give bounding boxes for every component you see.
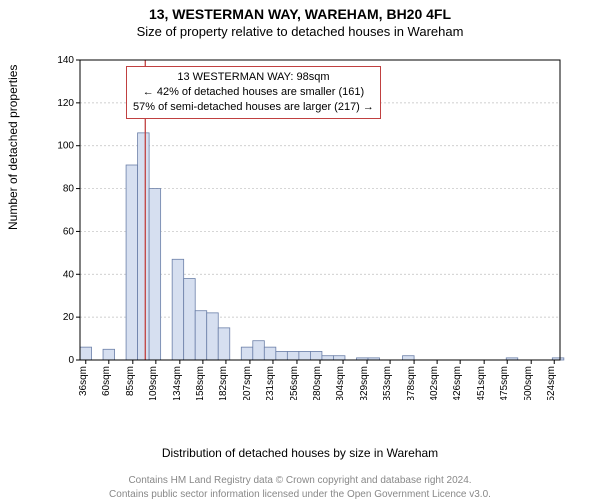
histogram-bar xyxy=(103,349,115,360)
x-tick-label: 402sqm xyxy=(429,366,440,400)
histogram-bar xyxy=(207,313,219,360)
x-tick-label: 475sqm xyxy=(499,366,510,400)
histogram-bar xyxy=(333,356,345,360)
y-tick-label: 40 xyxy=(63,269,75,280)
histogram-bar xyxy=(253,341,265,360)
page-subtitle: Size of property relative to detached ho… xyxy=(0,24,600,39)
histogram-bar xyxy=(403,356,415,360)
x-tick-label: 109sqm xyxy=(148,366,159,400)
histogram-bar xyxy=(138,133,150,360)
histogram-bar xyxy=(241,347,253,360)
x-axis-label: Distribution of detached houses by size … xyxy=(0,446,600,460)
x-tick-label: 280sqm xyxy=(312,366,323,400)
annotation-line-3: 57% of semi-detached houses are larger (… xyxy=(133,100,374,115)
x-tick-label: 207sqm xyxy=(242,366,253,400)
annotation-line-2: ← 42% of detached houses are smaller (16… xyxy=(133,85,374,100)
x-tick-label: 329sqm xyxy=(359,366,370,400)
y-tick-label: 140 xyxy=(57,55,74,66)
histogram-bar xyxy=(195,311,207,360)
y-tick-label: 20 xyxy=(63,312,75,323)
x-tick-label: 85sqm xyxy=(125,366,136,396)
histogram-bar xyxy=(80,347,92,360)
x-tick-label: 378sqm xyxy=(406,366,417,400)
y-tick-label: 120 xyxy=(57,98,74,109)
histogram-bar xyxy=(276,351,288,360)
x-tick-label: 158sqm xyxy=(195,366,206,400)
histogram-bar xyxy=(184,279,196,360)
page-title: 13, WESTERMAN WAY, WAREHAM, BH20 4FL xyxy=(0,6,600,22)
footer-line-1: Contains HM Land Registry data © Crown c… xyxy=(0,474,600,488)
x-tick-label: 451sqm xyxy=(476,366,487,400)
x-tick-label: 36sqm xyxy=(78,366,89,396)
histogram-bar xyxy=(322,356,334,360)
y-axis-label: Number of detached properties xyxy=(6,65,20,230)
x-tick-label: 500sqm xyxy=(523,366,534,400)
histogram-bar xyxy=(149,189,161,360)
x-tick-label: 60sqm xyxy=(101,366,112,396)
x-tick-label: 182sqm xyxy=(218,366,229,400)
histogram-bar xyxy=(172,259,184,360)
x-tick-label: 256sqm xyxy=(289,366,300,400)
histogram-bar xyxy=(299,351,311,360)
histogram-bar xyxy=(126,165,138,360)
annotation-box: 13 WESTERMAN WAY: 98sqm ← 42% of detache… xyxy=(126,66,381,119)
x-tick-label: 304sqm xyxy=(335,366,346,400)
histogram-bar xyxy=(287,351,299,360)
y-tick-label: 60 xyxy=(63,226,75,237)
histogram-bar xyxy=(310,351,322,360)
x-tick-label: 426sqm xyxy=(452,366,463,400)
histogram-chart: 0 20 40 60 80 100 120 140 36sqm 60sqm 85sqm 109sqm 1… xyxy=(55,50,565,400)
x-tick-label: 353sqm xyxy=(382,366,393,400)
y-tick-label: 100 xyxy=(57,141,74,152)
annotation-line-1: 13 WESTERMAN WAY: 98sqm xyxy=(133,70,374,85)
histogram-bar xyxy=(264,347,276,360)
x-tick-label: 134sqm xyxy=(172,366,183,400)
y-tick-label: 0 xyxy=(68,355,74,366)
y-tick-label: 80 xyxy=(63,184,75,195)
histogram-bar xyxy=(218,328,230,360)
x-tick-label: 524sqm xyxy=(546,366,557,400)
x-tick-label: 231sqm xyxy=(265,366,276,400)
